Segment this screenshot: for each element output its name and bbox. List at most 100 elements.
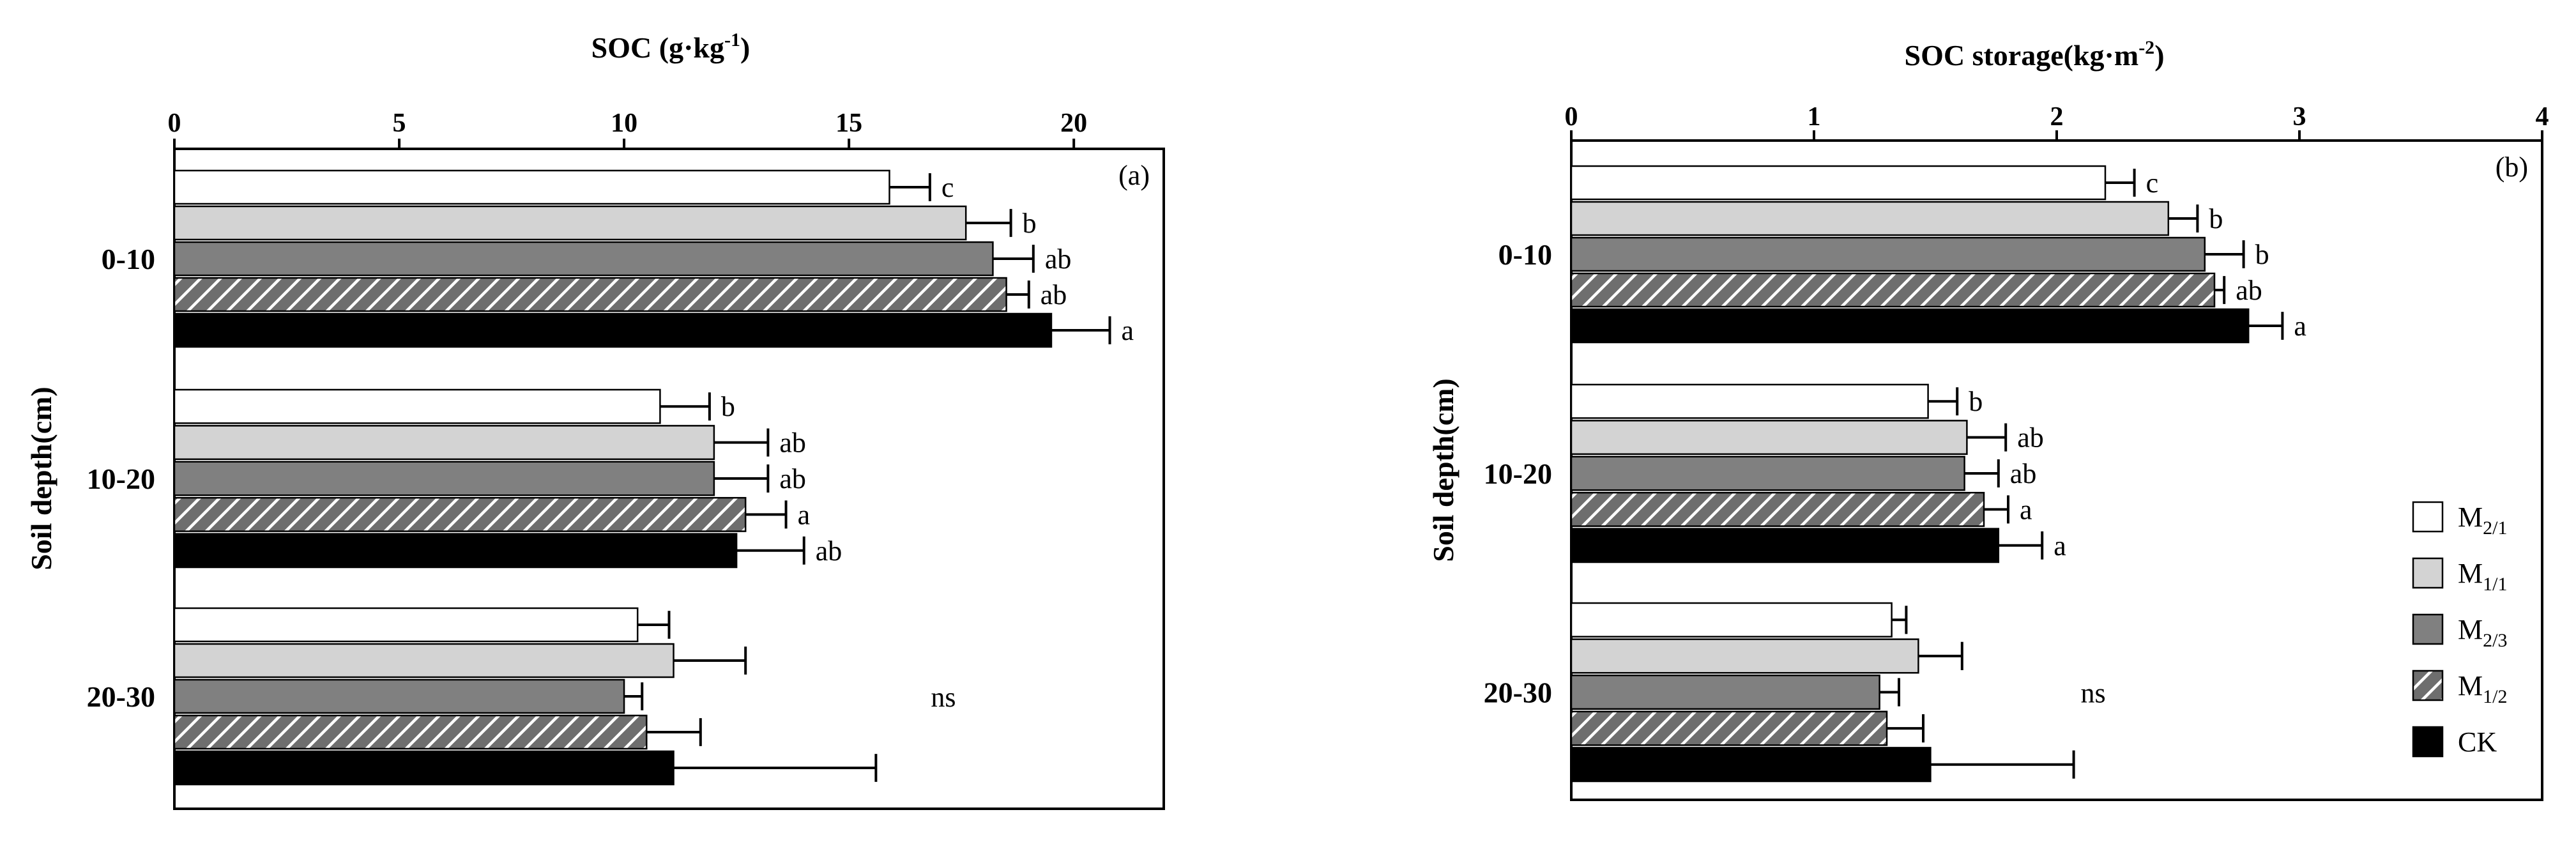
significance-letter: b — [1969, 386, 1983, 417]
bar — [173, 643, 674, 678]
bar — [1570, 201, 2170, 236]
chart-title-text: SOC (g·kg — [591, 31, 724, 64]
y-axis-label: Soil depth(cm) — [1427, 378, 1459, 562]
x-tick-label: 0 — [1565, 102, 1578, 132]
legend-label-base: CK — [2458, 726, 2497, 758]
significance-letter: ab — [779, 427, 806, 459]
bar — [1570, 165, 2107, 201]
significance-letter: ab — [2017, 422, 2044, 454]
significance-letter: c — [941, 172, 954, 203]
significance-letter: ab — [1040, 279, 1067, 310]
chart-panel-b: SOC storage(kg·m-2) 0 1 2 3 4 Soil depth(cm) (b… — [1427, 37, 2549, 801]
legend-label-subscript: 2/1 — [2483, 517, 2507, 539]
significance-letter: ab — [2010, 458, 2037, 489]
bar — [1570, 638, 1919, 674]
bar — [173, 607, 639, 643]
x-tick-label: 4 — [2536, 102, 2549, 132]
bar — [1570, 383, 1929, 419]
bar — [173, 277, 1007, 312]
bar — [173, 678, 625, 714]
x-tick-label: 0 — [168, 109, 181, 138]
bar — [1570, 674, 1880, 710]
chart-title: SOC (g·kg-1) — [591, 29, 751, 64]
legend-label-base: M — [2458, 670, 2483, 701]
bar — [173, 169, 890, 205]
bar — [1570, 455, 1965, 491]
category-label: 10-20 — [87, 463, 155, 495]
significance-letter: c — [2146, 167, 2159, 199]
legend-swatch — [2412, 501, 2444, 533]
legend-swatch — [2412, 557, 2444, 589]
legend-label: M2/3 — [2458, 614, 2507, 651]
x-tick-label: 10 — [611, 109, 637, 138]
x-tick-label: 15 — [835, 109, 862, 138]
legend-swatch — [2412, 726, 2444, 758]
legend-label-base: M — [2458, 558, 2483, 589]
significance-letter: ab — [2236, 275, 2262, 306]
category-label: 0-10 — [102, 243, 155, 275]
category-label: 20-30 — [87, 680, 155, 713]
panel-label: (b) — [2496, 151, 2528, 183]
bar — [173, 461, 715, 496]
significance-letter: b — [721, 391, 735, 422]
bar — [173, 425, 715, 461]
x-tick-label: 1 — [1808, 102, 1821, 132]
significance-letter: ab — [1045, 243, 1072, 275]
bar — [1570, 491, 1985, 527]
bar — [1570, 747, 1932, 783]
significance-letter: a — [2054, 530, 2066, 562]
significance-letter: a — [798, 499, 811, 530]
legend-label-subscript: 1/1 — [2483, 574, 2507, 595]
bar — [1570, 236, 2206, 272]
category-label: 10-20 — [1484, 457, 1552, 490]
chart-title-text: SOC storage(kg·m — [1904, 39, 2138, 72]
significance-letter: ab — [816, 535, 842, 567]
legend-label-base: M — [2458, 501, 2483, 533]
legend-label-subscript: 1/2 — [2483, 686, 2507, 707]
group-note: ns — [2080, 678, 2105, 709]
bar — [173, 496, 747, 532]
category-label: 20-30 — [1484, 677, 1552, 709]
bar — [173, 388, 661, 424]
bar — [173, 750, 674, 786]
bar — [173, 205, 967, 241]
significance-letter: a — [2294, 310, 2306, 342]
legend-label: CK — [2458, 726, 2497, 758]
bar — [1570, 420, 1968, 455]
bar — [1570, 528, 2000, 563]
chart-title-superscript: -1 — [724, 29, 740, 50]
group-note: ns — [931, 682, 956, 713]
bar — [173, 312, 1053, 348]
category-label: 0-10 — [1498, 238, 1552, 271]
legend-label: M2/1 — [2458, 501, 2507, 539]
x-tick-label: 20 — [1060, 109, 1087, 138]
y-axis-label: Soil depth(cm) — [25, 387, 57, 570]
x-tick-label: 2 — [2050, 102, 2064, 132]
x-tick-label: 5 — [393, 109, 406, 138]
significance-letter: b — [2209, 203, 2223, 234]
bar — [173, 714, 648, 750]
bar — [173, 533, 738, 569]
legend-swatch — [2412, 670, 2444, 701]
chart-title-superscript: -2 — [2138, 37, 2154, 58]
legend-label: M1/1 — [2458, 558, 2507, 595]
significance-letter: a — [2020, 494, 2032, 525]
chart-title-close: ) — [2154, 39, 2164, 72]
panel-label: (a) — [1118, 160, 1150, 191]
x-tick-label: 3 — [2293, 102, 2306, 132]
bar — [1570, 602, 1893, 638]
bar — [1570, 272, 2216, 308]
legend-label: M1/2 — [2458, 670, 2507, 707]
chart-title: SOC storage(kg·m-2) — [1904, 37, 2164, 72]
legend-label-base: M — [2458, 614, 2483, 645]
significance-letter: a — [1122, 315, 1134, 346]
chart-title-close: ) — [740, 31, 750, 64]
bar — [1570, 710, 1888, 746]
chart-panel-a: SOC (g·kg-1) 0 5 10 15 20 Soil depth(cm) (a) 0-1… — [25, 29, 1165, 810]
significance-letter: b — [1023, 208, 1037, 239]
legend: M2/1M1/1M2/3M1/2CK — [2412, 501, 2507, 758]
legend-swatch — [2412, 613, 2444, 645]
significance-letter: b — [2255, 239, 2269, 270]
